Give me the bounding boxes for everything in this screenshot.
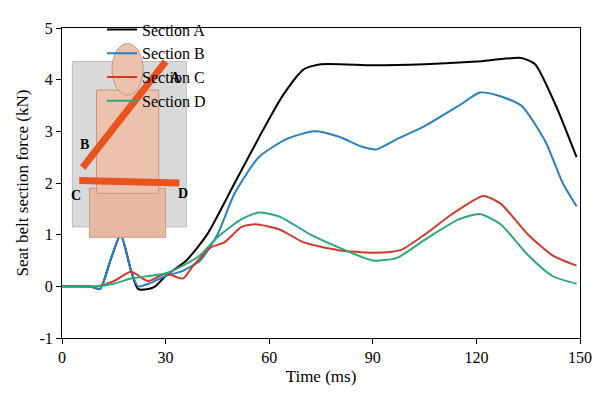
svg-text:Section D: Section D	[142, 93, 206, 110]
svg-text:4: 4	[45, 71, 53, 88]
svg-text:5: 5	[45, 20, 53, 37]
svg-text:B: B	[80, 137, 89, 152]
svg-text:150: 150	[568, 349, 592, 366]
svg-text:90: 90	[365, 349, 381, 366]
svg-text:Section B: Section B	[142, 45, 205, 62]
svg-text:Seat belt section force (kN): Seat belt section force (kN)	[13, 90, 32, 277]
svg-text:A: A	[170, 70, 181, 85]
svg-text:Time (ms): Time (ms)	[286, 367, 357, 386]
svg-text:1: 1	[45, 226, 53, 243]
svg-text:Section A: Section A	[142, 22, 205, 39]
svg-text:2: 2	[45, 175, 53, 192]
svg-text:120: 120	[464, 349, 488, 366]
svg-text:30: 30	[158, 349, 174, 366]
svg-text:3: 3	[45, 123, 53, 140]
svg-text:0: 0	[45, 278, 53, 295]
svg-text:-1: -1	[39, 330, 52, 347]
svg-text:C: C	[71, 188, 81, 203]
svg-text:60: 60	[261, 349, 277, 366]
svg-text:D: D	[178, 186, 188, 201]
svg-text:0: 0	[58, 349, 66, 366]
svg-text:Section C: Section C	[142, 69, 205, 86]
